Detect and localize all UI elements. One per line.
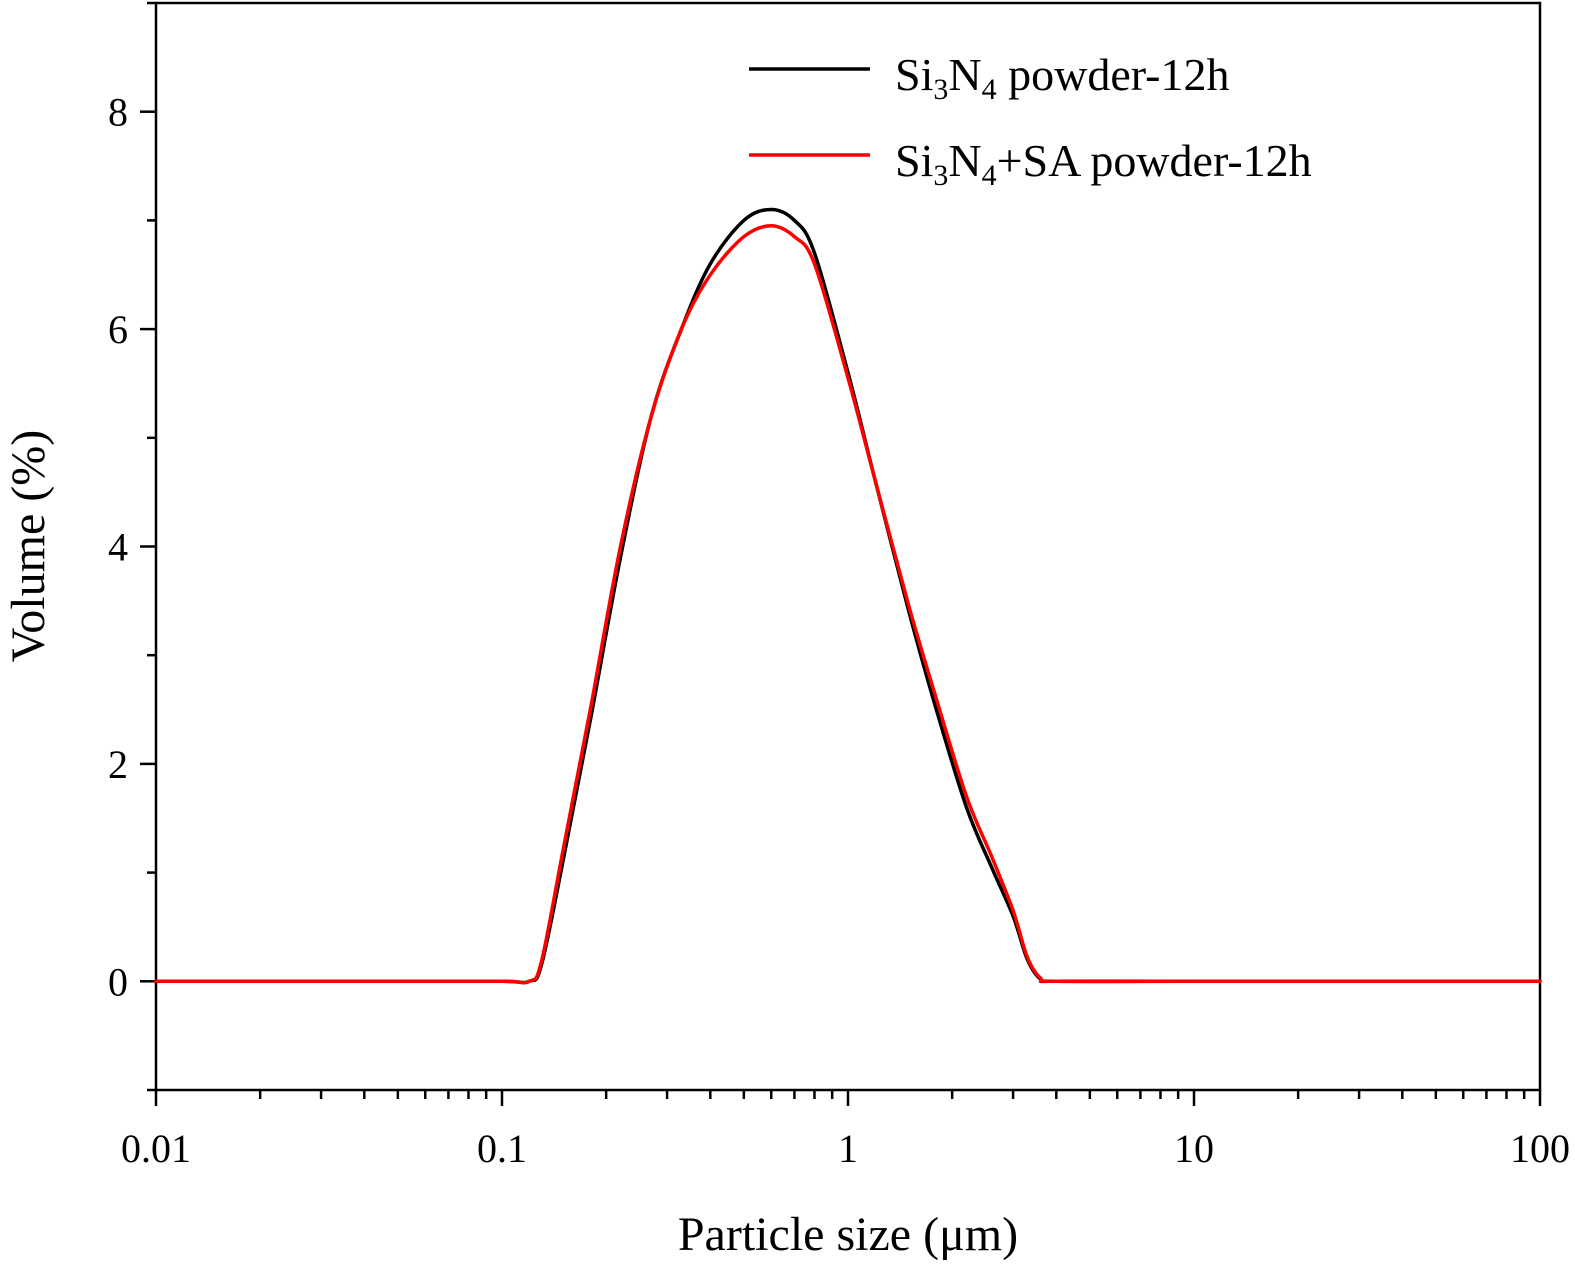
series-line-2 <box>154 224 1542 985</box>
legend-label-2: Si3N4+SA powder-12h <box>895 135 1312 192</box>
x-tick-label: 100 <box>1510 1126 1570 1171</box>
y-tick-label: 2 <box>108 742 128 787</box>
series-line-1 <box>154 207 1542 985</box>
x-tick-label: 10 <box>1174 1126 1214 1171</box>
y-tick-label: 8 <box>108 90 128 135</box>
x-tick-label: 1 <box>838 1126 858 1171</box>
y-tick-label: 6 <box>108 307 128 352</box>
legend-label-1: Si3N4 powder-12h <box>895 49 1229 106</box>
plot-frame <box>154 1 1542 1092</box>
x-axis-title: Particle size (μm) <box>678 1208 1018 1261</box>
y-tick-label: 0 <box>108 959 128 1004</box>
legend: Si3N4 powder-12h Si3N4+SA powder-12h <box>749 49 1312 192</box>
x-tick-label: 0.01 <box>121 1126 191 1171</box>
x-axis-tick-labels: 0.01 0.1 1 10 100 <box>121 1126 1570 1171</box>
y-axis-tick-labels: 0 2 4 6 8 <box>108 90 128 1005</box>
y-tick-label: 4 <box>108 525 128 570</box>
y-axis-title: Volume (%) <box>2 430 55 662</box>
series-layer <box>154 207 1542 985</box>
x-axis-ticks <box>154 1090 1542 1106</box>
x-tick-label: 0.1 <box>477 1126 527 1171</box>
y-axis-ticks <box>140 1 156 1092</box>
